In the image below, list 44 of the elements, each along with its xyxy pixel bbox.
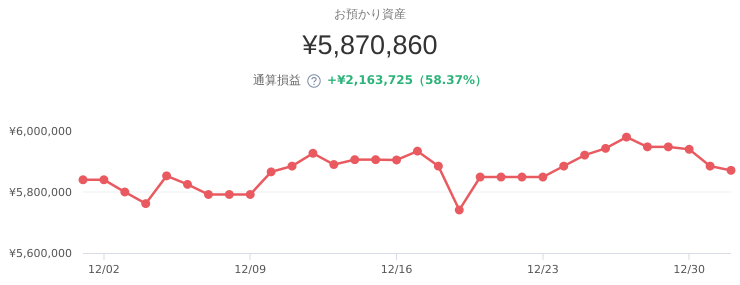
point — [162, 171, 172, 180]
chart-subtitle: ¥5,870,860 — [301, 30, 439, 61]
y-tick-label: ¥5,800,000 — [9, 186, 72, 199]
x-tick-label: 12/30 — [673, 263, 706, 276]
point — [538, 172, 548, 182]
point — [350, 155, 360, 164]
y-tick-label: ¥6,000,000 — [9, 124, 72, 138]
point — [99, 175, 108, 184]
point — [224, 190, 234, 199]
point — [204, 190, 213, 199]
point — [371, 155, 380, 164]
point — [183, 180, 192, 189]
text: 通算損益 — [253, 72, 302, 89]
point — [434, 162, 443, 171]
point — [78, 175, 88, 184]
point — [684, 144, 694, 154]
point — [412, 146, 422, 156]
point — [664, 142, 673, 152]
x-tick-label: 12/23 — [527, 263, 559, 276]
point — [726, 166, 736, 175]
point — [329, 160, 338, 170]
point — [601, 144, 610, 153]
point — [476, 172, 485, 182]
point — [266, 167, 276, 176]
point — [642, 142, 652, 152]
point — [622, 132, 631, 142]
point — [454, 206, 464, 214]
point — [580, 150, 590, 160]
chart-title: お預かり資産 — [333, 6, 407, 23]
point — [517, 172, 526, 182]
point — [706, 162, 715, 171]
point — [288, 162, 297, 171]
point — [496, 172, 506, 182]
x-tick-label: 12/02 — [88, 263, 120, 276]
text: +¥2,163,725（58.37%） — [327, 72, 487, 89]
point — [120, 188, 130, 196]
point — [559, 162, 568, 171]
point — [141, 199, 150, 208]
point — [392, 155, 402, 164]
point — [246, 190, 255, 199]
x-tick-label: 12/16 — [380, 263, 412, 276]
y-tick-label: ¥5,600,000 — [9, 246, 72, 260]
point — [308, 148, 318, 158]
x-tick-label: 12/09 — [234, 263, 266, 276]
